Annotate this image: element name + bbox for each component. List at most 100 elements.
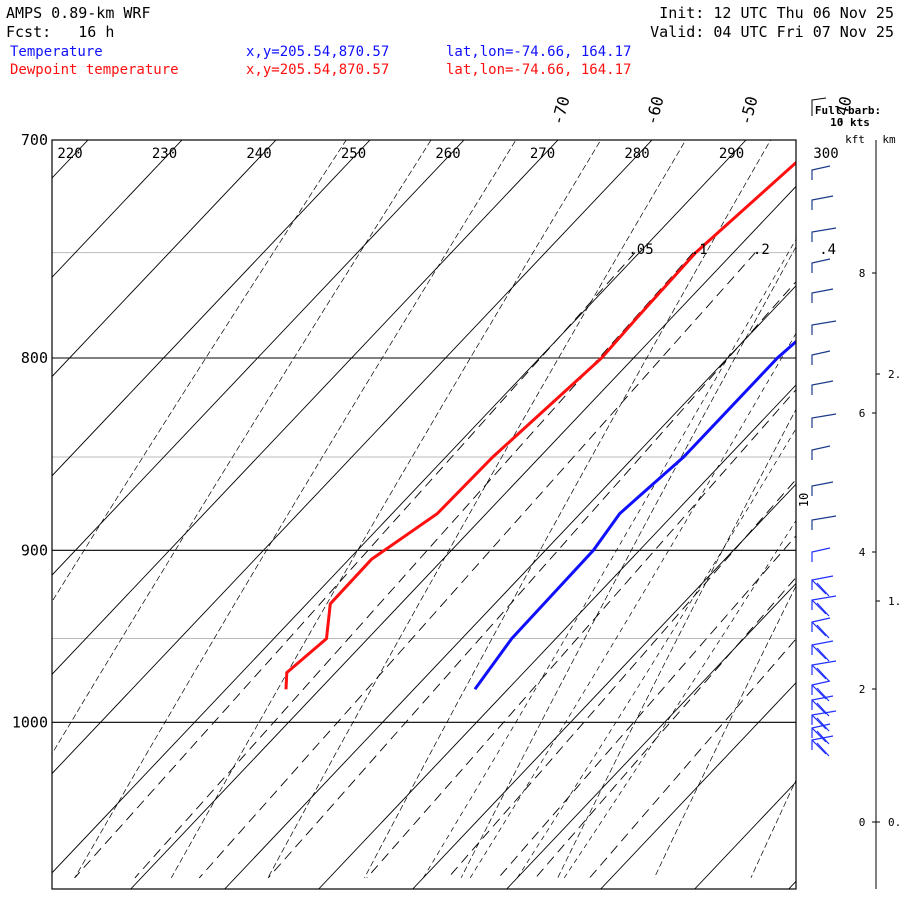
mixing-ratio-label: .05 xyxy=(628,242,653,258)
km-axis-label: km xyxy=(882,133,896,146)
wind-barb xyxy=(811,195,834,210)
moist-adiabat xyxy=(516,428,796,879)
wind-barb-flag xyxy=(816,742,830,757)
barb-note-2: 10 kts xyxy=(830,116,870,129)
wind-barb-flag xyxy=(811,644,827,660)
temperature-tick-label: -60 xyxy=(642,94,668,127)
barb-note: Full barb: xyxy=(815,104,881,117)
dry-adiabat xyxy=(557,408,796,879)
moist-adiabat xyxy=(469,332,796,879)
wind-barb-flag xyxy=(811,664,827,680)
wind-barb-flag xyxy=(816,667,830,682)
wind-barb xyxy=(811,320,837,335)
theta-label: 280 xyxy=(624,146,649,162)
km-tick-label: 1. xyxy=(888,595,900,608)
pressure-tick-label: 900 xyxy=(21,541,48,559)
wind-barb-flag xyxy=(816,624,830,639)
plot-frame xyxy=(51,139,797,890)
valid-time: Valid: 04 UTC Fri 07 Nov 25 xyxy=(650,23,894,41)
wind-barb-flag xyxy=(811,699,827,715)
isotherm xyxy=(52,140,371,477)
mixing-ratio-line xyxy=(535,576,796,879)
wind-barb xyxy=(811,350,831,365)
wind-barb-flag xyxy=(816,602,830,617)
mixing-ratio-line xyxy=(267,280,796,879)
wind-barb xyxy=(811,547,831,562)
wind-barb-flag xyxy=(811,621,827,637)
dry-adiabat xyxy=(848,19,900,878)
model-title: AMPS 0.89-km WRF xyxy=(6,4,151,22)
km-tick-label: 2. xyxy=(888,368,900,381)
profile-layer xyxy=(284,160,796,691)
dry-adiabat xyxy=(52,140,432,755)
mixing-ratio-line xyxy=(198,252,756,879)
wind-barb-flag xyxy=(816,702,830,717)
wind-barb xyxy=(811,165,831,180)
dry-adiabat xyxy=(170,140,602,879)
isotherm xyxy=(52,140,747,874)
wind-barb xyxy=(811,481,834,496)
legend-temperature-xy: x,y=205.54,870.57 xyxy=(246,44,390,60)
isotherm xyxy=(412,483,796,889)
legend-barb xyxy=(811,97,827,116)
wind-barb xyxy=(811,258,831,273)
legend-dewpoint-xy: x,y=205.54,870.57 xyxy=(246,62,390,78)
legend-temperature-name: Temperature xyxy=(10,44,103,60)
pressure-tick-label: 1000 xyxy=(12,713,48,731)
wind-barb-flag xyxy=(816,687,830,702)
wind-barb xyxy=(811,515,837,530)
theta-label: 240 xyxy=(246,146,271,162)
kft-tick-label: 2 xyxy=(859,683,866,696)
theta-label: 250 xyxy=(341,146,366,162)
temperature-tick-label: -70 xyxy=(548,94,574,127)
temperature-tick-label: -50 xyxy=(736,94,762,127)
isotherm xyxy=(506,582,796,889)
mixing-ratio-line xyxy=(366,388,796,879)
dewpoint-profile xyxy=(284,160,796,690)
theta-label: 300 xyxy=(813,146,838,162)
wind-barb xyxy=(811,413,837,428)
wind-barb-flag xyxy=(811,579,827,595)
wind-barb-flag xyxy=(811,739,827,755)
init-time: Init: 12 UTC Thu 06 Nov 25 xyxy=(659,4,894,22)
kft-tick-label: 4 xyxy=(859,546,866,559)
theta-label: 220 xyxy=(57,146,82,162)
dry-adiabat xyxy=(460,246,796,879)
mixing-ratio-label: .4 xyxy=(819,242,836,258)
isotherm xyxy=(52,140,559,675)
mixing-ratio-label: .2 xyxy=(753,242,770,258)
legend-temperature-latlon: lat,lon=-74.66, 164.17 xyxy=(446,44,632,60)
theta-label: 230 xyxy=(152,146,177,162)
wind-barb-flag xyxy=(811,714,827,730)
isotherm xyxy=(52,140,277,378)
dry-adiabat xyxy=(267,140,687,879)
wind-barb-flag xyxy=(811,727,827,743)
mixing-ratio-line xyxy=(447,478,796,879)
isotherm xyxy=(130,185,796,889)
isotherm xyxy=(52,140,653,775)
mixing-ratio-line xyxy=(74,252,636,879)
kft-tick-label: 6 xyxy=(859,407,866,420)
dry-adiabat xyxy=(74,140,517,879)
kft-tick-label: 8 xyxy=(859,267,866,280)
isotherm xyxy=(600,682,796,889)
moist-adiabat xyxy=(422,238,796,879)
pressure-tick-label: 800 xyxy=(21,349,48,367)
wind-barb xyxy=(811,288,834,303)
legend-dewpoint-name: Dewpoint temperature xyxy=(10,62,179,78)
kft-axis-label: kft xyxy=(845,133,865,146)
dry-adiabat xyxy=(364,140,772,879)
moist-adiabat xyxy=(563,519,796,879)
isotherm xyxy=(52,140,465,576)
wind-barb-flag xyxy=(811,684,827,700)
theta-label: 270 xyxy=(530,146,555,162)
mixing-ratio-line xyxy=(498,535,796,879)
wind-barb-flag xyxy=(816,647,830,662)
mixing-ratio-line xyxy=(589,638,796,879)
wind-barb xyxy=(811,227,837,242)
barb-marker-label: 10 xyxy=(797,493,811,507)
wind-barb-flag xyxy=(811,599,827,615)
temperature-profile xyxy=(473,339,796,691)
wind-barb xyxy=(811,445,831,460)
